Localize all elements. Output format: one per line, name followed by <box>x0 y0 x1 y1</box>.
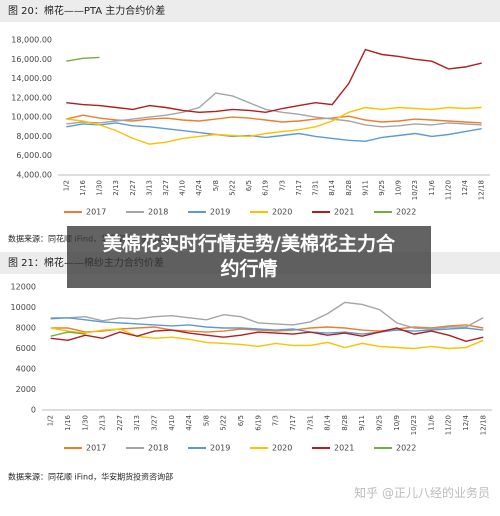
series-line <box>50 301 484 330</box>
x-tick-label: 1/2 <box>62 180 70 191</box>
y-tick-label: 10000 <box>11 303 36 312</box>
x-tick-label: 3/13 <box>145 180 153 196</box>
y-tick-label: 12,000.00 <box>11 93 52 102</box>
x-tick-label: 12/4 <box>462 414 470 430</box>
x-tick-label: 6/5 <box>245 180 253 191</box>
x-tick-label: 11/6 <box>428 179 436 195</box>
x-tick-label: 4/24 <box>185 414 193 430</box>
x-tick-label: 2/13 <box>112 180 120 196</box>
legend-label: 2020 <box>272 208 292 217</box>
chart-title: 图 20：棉花——PTA 主力合约价差 <box>8 4 165 17</box>
x-tick-label: 9/25 <box>376 415 384 431</box>
series-line <box>66 122 482 143</box>
x-tick-label: 2/27 <box>129 180 137 196</box>
legend-label: 2017 <box>86 444 106 453</box>
series-line <box>50 317 484 335</box>
y-tick-label: 14,000.00 <box>11 74 52 83</box>
x-tick-label: 8/14 <box>328 179 336 195</box>
y-tick-label: 8000 <box>16 324 36 333</box>
legend-label: 2022 <box>396 208 416 217</box>
x-tick-label: 4/10 <box>179 180 187 196</box>
x-tick-label: 10/23 <box>411 180 419 200</box>
legend-label: 2019 <box>210 208 230 217</box>
x-tick-label: 6/19 <box>262 180 270 196</box>
x-tick-label: 12/18 <box>479 415 487 435</box>
x-tick-label: 12/4 <box>461 179 469 195</box>
legend-label: 2021 <box>334 444 354 453</box>
x-tick-label: 6/19 <box>254 415 262 431</box>
x-tick-label: 3/27 <box>162 180 170 196</box>
x-tick-label: 5/8 <box>212 180 220 191</box>
x-tick-label: 2/13 <box>99 415 107 431</box>
x-tick-label: 1/2 <box>47 415 55 426</box>
x-tick-label: 3/13 <box>133 415 141 431</box>
x-tick-label: 7/17 <box>295 180 303 196</box>
x-tick-label: 1/16 <box>79 179 87 195</box>
series-line <box>66 114 482 124</box>
x-tick-label: 1/30 <box>96 180 104 196</box>
y-tick-label: 16,000.00 <box>11 55 52 64</box>
x-tick-label: 2/27 <box>116 415 124 431</box>
y-tick-label: 0 <box>31 406 36 415</box>
y-tick-label: 2000 <box>16 385 36 394</box>
x-tick-label: 5/8 <box>202 415 210 426</box>
series-line <box>50 331 86 337</box>
legend-label: 2018 <box>148 444 168 453</box>
legend-label: 2020 <box>272 444 292 453</box>
x-tick-label: 7/3 <box>278 180 286 191</box>
x-tick-label: 9/11 <box>361 180 369 196</box>
overlay-title: 美棉花实时行情走势/美棉花主力合约行情 <box>67 226 431 288</box>
x-tick-label: 8/28 <box>345 180 353 196</box>
y-tick-label: 4,000.00 <box>16 171 52 180</box>
x-tick-label: 9/25 <box>378 180 386 196</box>
x-tick-label: 10/9 <box>393 415 401 431</box>
x-tick-label: 3/27 <box>151 415 159 431</box>
series-line <box>66 56 100 62</box>
x-tick-label: 8/14 <box>324 414 332 430</box>
x-tick-label: 11/6 <box>427 414 435 430</box>
x-tick-label: 1/30 <box>81 415 89 431</box>
series-line <box>66 106 482 145</box>
y-tick-label: 8,000.00 <box>16 132 52 141</box>
x-tick-label: 1/16 <box>64 414 72 430</box>
x-tick-label: 9/11 <box>358 415 366 431</box>
y-tick-label: 6,000.00 <box>16 151 52 160</box>
x-tick-label: 10/23 <box>410 415 418 435</box>
source: 数据来源：同花顺 iFind，华安期货投资咨询部 <box>8 472 173 482</box>
legend-label: 2019 <box>210 444 230 453</box>
y-tick-label: 18,000.00 <box>11 36 52 45</box>
x-tick-label: 7/31 <box>306 415 314 431</box>
series-line <box>50 327 484 350</box>
x-tick-label: 6/5 <box>237 415 245 426</box>
x-tick-label: 7/3 <box>272 415 280 426</box>
x-tick-label: 12/18 <box>478 180 486 200</box>
y-tick-label: 4000 <box>16 365 36 374</box>
legend-label: 2022 <box>396 444 416 453</box>
x-tick-label: 11/20 <box>444 180 452 200</box>
x-tick-label: 8/28 <box>341 415 349 431</box>
x-tick-label: 4/24 <box>195 179 203 195</box>
x-tick-label: 5/22 <box>220 415 228 431</box>
x-tick-label: 5/22 <box>228 180 236 196</box>
y-tick-label: 12000 <box>11 283 36 292</box>
legend-label: 2018 <box>148 208 168 217</box>
x-tick-label: 11/20 <box>445 415 453 435</box>
header-band <box>0 0 500 22</box>
x-tick-label: 10/9 <box>395 180 403 196</box>
legend-label: 2017 <box>86 208 106 217</box>
y-tick-label: 10,000.00 <box>11 113 52 122</box>
legend-label: 2021 <box>334 208 354 217</box>
series-line <box>66 48 482 114</box>
watermark: 知乎 @正儿八经的业务员 <box>354 486 490 500</box>
x-tick-label: 7/17 <box>289 415 297 431</box>
y-tick-label: 6000 <box>16 344 36 353</box>
x-tick-label: 7/31 <box>312 180 320 196</box>
series-line <box>50 327 484 343</box>
x-tick-label: 4/10 <box>168 415 176 431</box>
